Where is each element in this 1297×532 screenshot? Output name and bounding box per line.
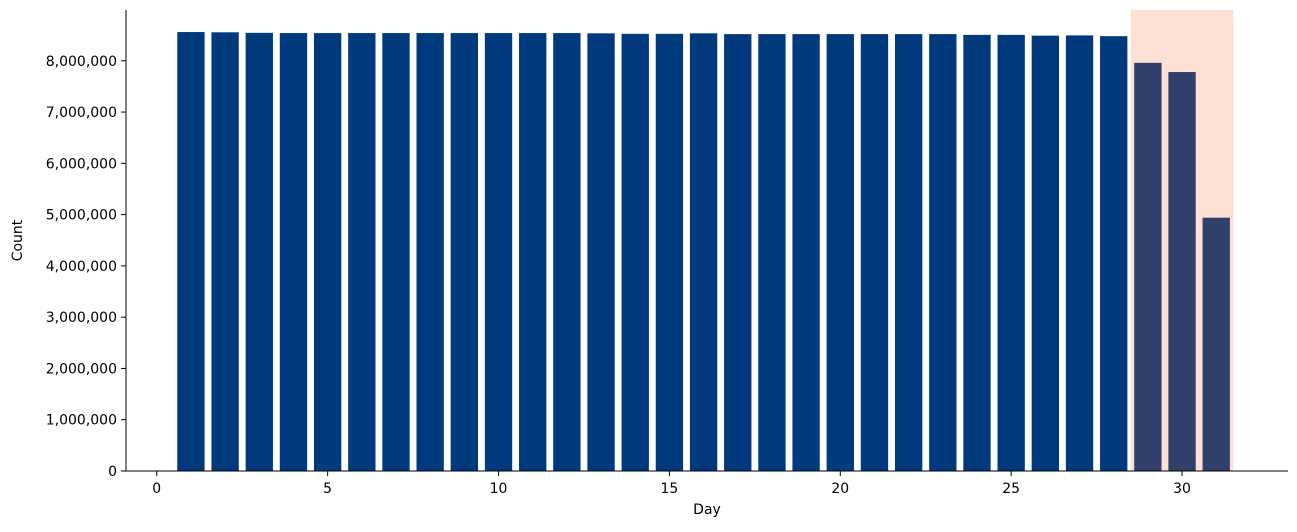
x-tick-label: 10	[490, 481, 508, 497]
bar-day-11	[519, 33, 547, 472]
bar-day-19	[792, 34, 820, 471]
bar-day-20	[826, 34, 854, 471]
x-axis-title: Day	[693, 502, 721, 518]
x-tick-label: 15	[660, 481, 678, 497]
x-tick-label: 0	[152, 481, 161, 497]
x-tick-label: 5	[323, 481, 332, 497]
y-tick-label: 5,000,000	[46, 208, 117, 224]
y-tick-label: 4,000,000	[46, 259, 117, 275]
bar-day-9	[450, 33, 479, 472]
bar-day-23	[929, 34, 957, 471]
bars-layer	[177, 32, 1230, 472]
bar-day-27	[1065, 35, 1094, 471]
bar-day-12	[553, 33, 581, 472]
bar-day-5	[313, 33, 342, 472]
bar-day-22	[894, 34, 923, 471]
bar-day-25	[997, 34, 1025, 471]
bar-day-29	[1134, 62, 1162, 472]
x-ticks: 0 5 10 15 20 25 30	[152, 471, 1191, 497]
bar-day-14	[621, 33, 649, 472]
bar-day-6	[348, 33, 376, 472]
bar-day-10	[484, 33, 513, 472]
bar-day-15	[655, 33, 684, 472]
y-axis-title: Count	[10, 219, 26, 261]
bar-day-16	[689, 33, 718, 472]
bar-day-7	[382, 33, 410, 472]
bar-day-30	[1168, 72, 1196, 472]
bar-day-4	[279, 33, 308, 472]
x-tick-label: 30	[1173, 481, 1191, 497]
bar-day-24	[963, 34, 991, 471]
y-tick-label: 2,000,000	[46, 361, 117, 377]
bar-day-8	[416, 33, 444, 472]
bar-day-26	[1031, 35, 1060, 472]
bar-day-21	[860, 34, 889, 471]
bar-day-1	[177, 32, 205, 472]
x-tick-label: 20	[831, 481, 849, 497]
bar-day-17	[724, 34, 752, 471]
bar-day-31	[1202, 217, 1230, 471]
axes-layer	[125, 10, 1288, 472]
x-tick-label: 25	[1002, 481, 1020, 497]
bar-day-3	[245, 32, 273, 471]
y-tick-label: 6,000,000	[46, 156, 117, 172]
y-tick-label: 3,000,000	[46, 310, 117, 326]
y-tick-label: 7,000,000	[46, 105, 117, 121]
y-tick-label: 0	[108, 464, 117, 480]
bar-day-2	[211, 32, 239, 471]
y-ticks: 0 1,000,000 2,000,000 3,000,000 4,000,000 5,0…	[46, 54, 126, 480]
bar-day-13	[587, 33, 615, 472]
bar-day-18	[758, 34, 786, 471]
bar-day-28	[1100, 36, 1128, 471]
y-tick-label: 8,000,000	[46, 54, 117, 70]
y-tick-label: 1,000,000	[46, 413, 117, 429]
